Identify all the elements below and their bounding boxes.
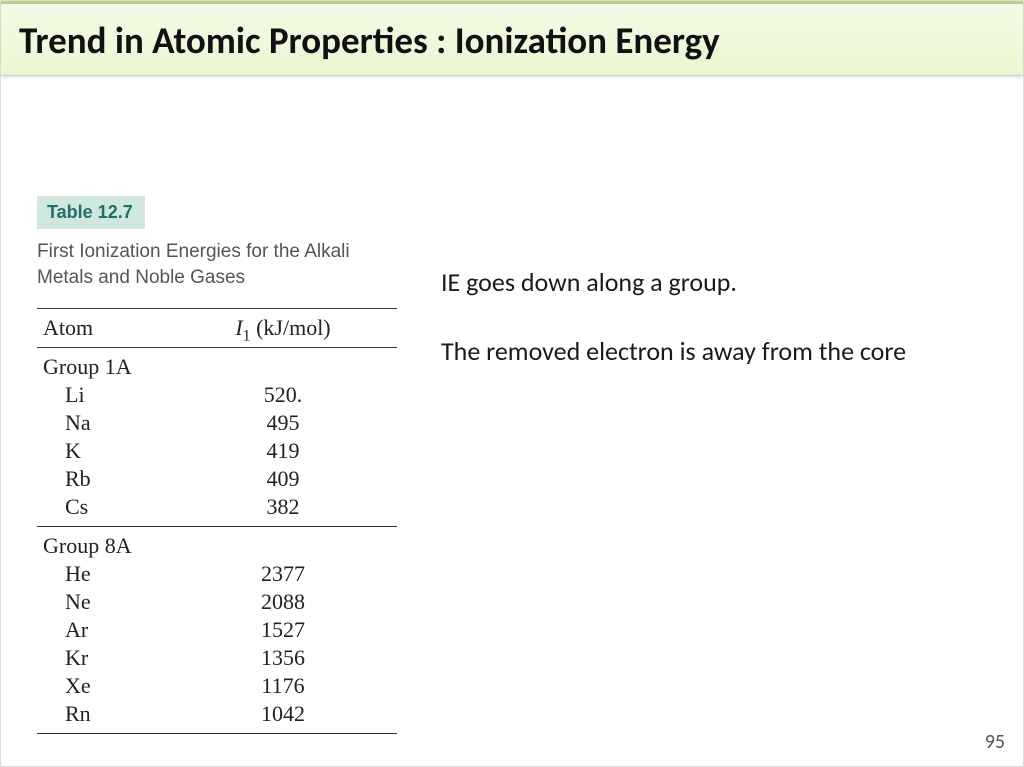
table-group-label: Group 1A — [37, 348, 397, 382]
cell-atom: Rn — [37, 700, 169, 734]
i1-italic: I — [235, 315, 242, 340]
cell-atom: Li — [37, 381, 169, 409]
table-row: Rn1042 — [37, 700, 397, 734]
cell-value: 1356 — [169, 644, 397, 672]
table-section: Table 12.7 First Ionization Energies for… — [37, 196, 437, 734]
group-1a-label: Group 1A — [37, 348, 397, 382]
table-row: He2377 — [37, 560, 397, 588]
cell-value: 2088 — [169, 588, 397, 616]
table-row: Ne2088 — [37, 588, 397, 616]
table-row: Kr1356 — [37, 644, 397, 672]
cell-value: 382 — [169, 493, 397, 527]
table-row: Xe1176 — [37, 672, 397, 700]
cell-value: 1527 — [169, 616, 397, 644]
table-body: Group 1A Li520. Na495 K419 Rb409 Cs382 G… — [37, 348, 397, 734]
cell-atom: Ar — [37, 616, 169, 644]
page-number: 95 — [985, 730, 1005, 754]
table-row: Ar1527 — [37, 616, 397, 644]
slide: Trend in Atomic Properties : Ionization … — [0, 0, 1024, 767]
note-line-2: The removed electron is away from the co… — [441, 335, 961, 368]
title-bar: Trend in Atomic Properties : Ionization … — [1, 1, 1023, 76]
cell-value: 419 — [169, 437, 397, 465]
cell-atom: Na — [37, 409, 169, 437]
cell-atom: Rb — [37, 465, 169, 493]
table-row: Li520. — [37, 381, 397, 409]
column-header-i1: I1 (kJ/mol) — [169, 309, 397, 348]
cell-atom: Kr — [37, 644, 169, 672]
cell-value: 1042 — [169, 700, 397, 734]
table-header-row: Atom I1 (kJ/mol) — [37, 309, 397, 348]
cell-atom: Xe — [37, 672, 169, 700]
page-title: Trend in Atomic Properties : Ionization … — [19, 18, 720, 63]
group-8a-label: Group 8A — [37, 527, 397, 561]
table-number-badge: Table 12.7 — [37, 196, 145, 229]
column-header-atom: Atom — [37, 309, 169, 348]
cell-value: 409 — [169, 465, 397, 493]
cell-value: 2377 — [169, 560, 397, 588]
table-row: Na495 — [37, 409, 397, 437]
table-row: K419 — [37, 437, 397, 465]
cell-value: 520. — [169, 381, 397, 409]
i1-subscript: 1 — [243, 328, 251, 345]
cell-atom: Ne — [37, 588, 169, 616]
note-line-1: IE goes down along a group. — [441, 266, 961, 299]
i1-unit: (kJ/mol) — [251, 315, 331, 340]
table-group-label: Group 8A — [37, 527, 397, 561]
notes-section: IE goes down along a group. The removed … — [441, 266, 961, 405]
ionization-energy-table: Atom I1 (kJ/mol) Group 1A Li520. Na495 K… — [37, 308, 397, 734]
cell-atom: K — [37, 437, 169, 465]
cell-value: 1176 — [169, 672, 397, 700]
table-row: Cs382 — [37, 493, 397, 527]
cell-atom: Cs — [37, 493, 169, 527]
cell-atom: He — [37, 560, 169, 588]
table-caption: First Ionization Energies for the Alkali… — [37, 239, 407, 290]
table-row: Rb409 — [37, 465, 397, 493]
cell-value: 495 — [169, 409, 397, 437]
